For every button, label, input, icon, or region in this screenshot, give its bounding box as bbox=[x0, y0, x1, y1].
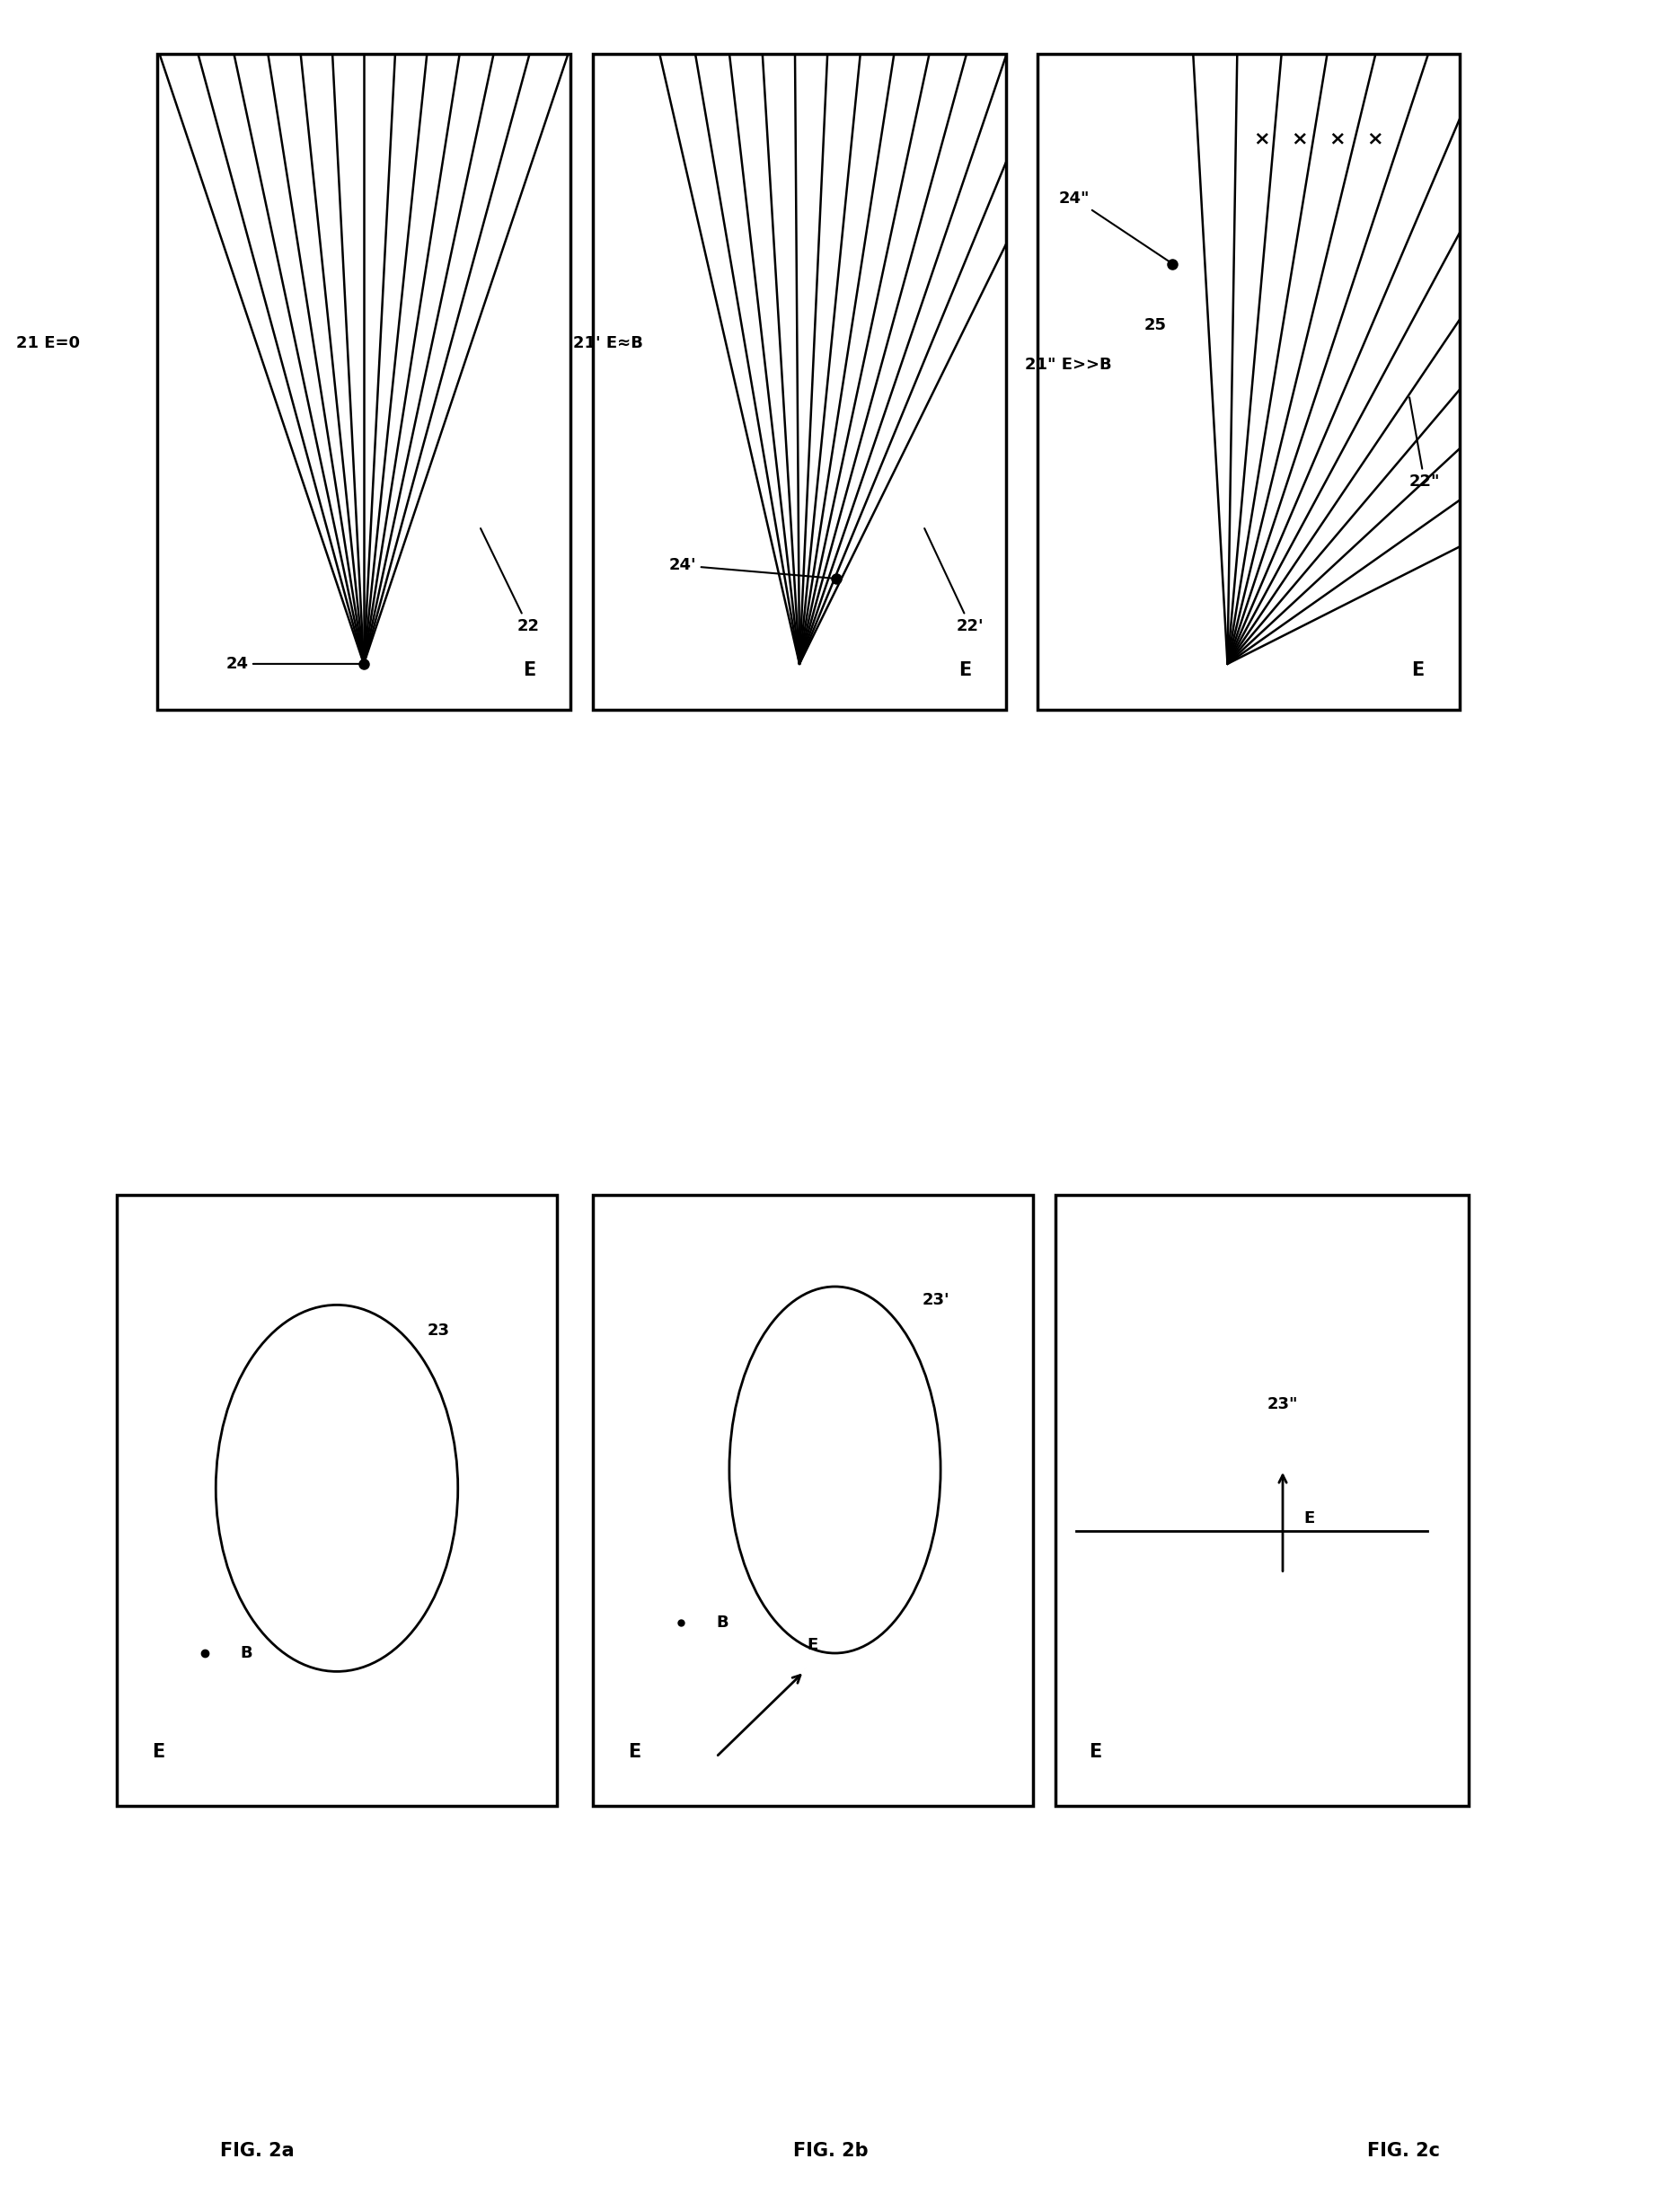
Text: B: B bbox=[241, 1646, 252, 1661]
Text: 22': 22' bbox=[925, 529, 983, 635]
Text: 22: 22 bbox=[480, 529, 540, 635]
Text: E: E bbox=[627, 1743, 641, 1761]
Text: 21" E>>B: 21" E>>B bbox=[1024, 356, 1111, 374]
Text: ×: × bbox=[1328, 131, 1345, 148]
Text: E: E bbox=[807, 1637, 818, 1652]
Text: E: E bbox=[153, 1743, 164, 1761]
Text: 23': 23' bbox=[921, 1292, 950, 1310]
Text: 23": 23" bbox=[1267, 1396, 1298, 1413]
Text: ×: × bbox=[1366, 131, 1383, 148]
Text: 24: 24 bbox=[226, 655, 362, 672]
Text: 24': 24' bbox=[669, 557, 833, 577]
Text: E: E bbox=[1303, 1511, 1313, 1526]
Text: E: E bbox=[1087, 1743, 1101, 1761]
Text: ×: × bbox=[1290, 131, 1306, 148]
Text: FIG. 2b: FIG. 2b bbox=[792, 2143, 868, 2161]
Text: ×: × bbox=[1252, 131, 1268, 148]
Text: 25: 25 bbox=[1144, 316, 1167, 334]
Text: FIG. 2c: FIG. 2c bbox=[1366, 2143, 1439, 2161]
Text: 23: 23 bbox=[427, 1323, 450, 1338]
Text: 22": 22" bbox=[1408, 398, 1439, 489]
Text: E: E bbox=[1411, 661, 1423, 679]
Text: 21 E=0: 21 E=0 bbox=[17, 334, 80, 352]
Text: E: E bbox=[523, 661, 535, 679]
Text: FIG. 2a: FIG. 2a bbox=[221, 2143, 294, 2161]
Text: B: B bbox=[715, 1615, 729, 1630]
Text: 24": 24" bbox=[1057, 190, 1170, 263]
Text: E: E bbox=[958, 661, 971, 679]
Text: 21' E≈B: 21' E≈B bbox=[573, 334, 642, 352]
